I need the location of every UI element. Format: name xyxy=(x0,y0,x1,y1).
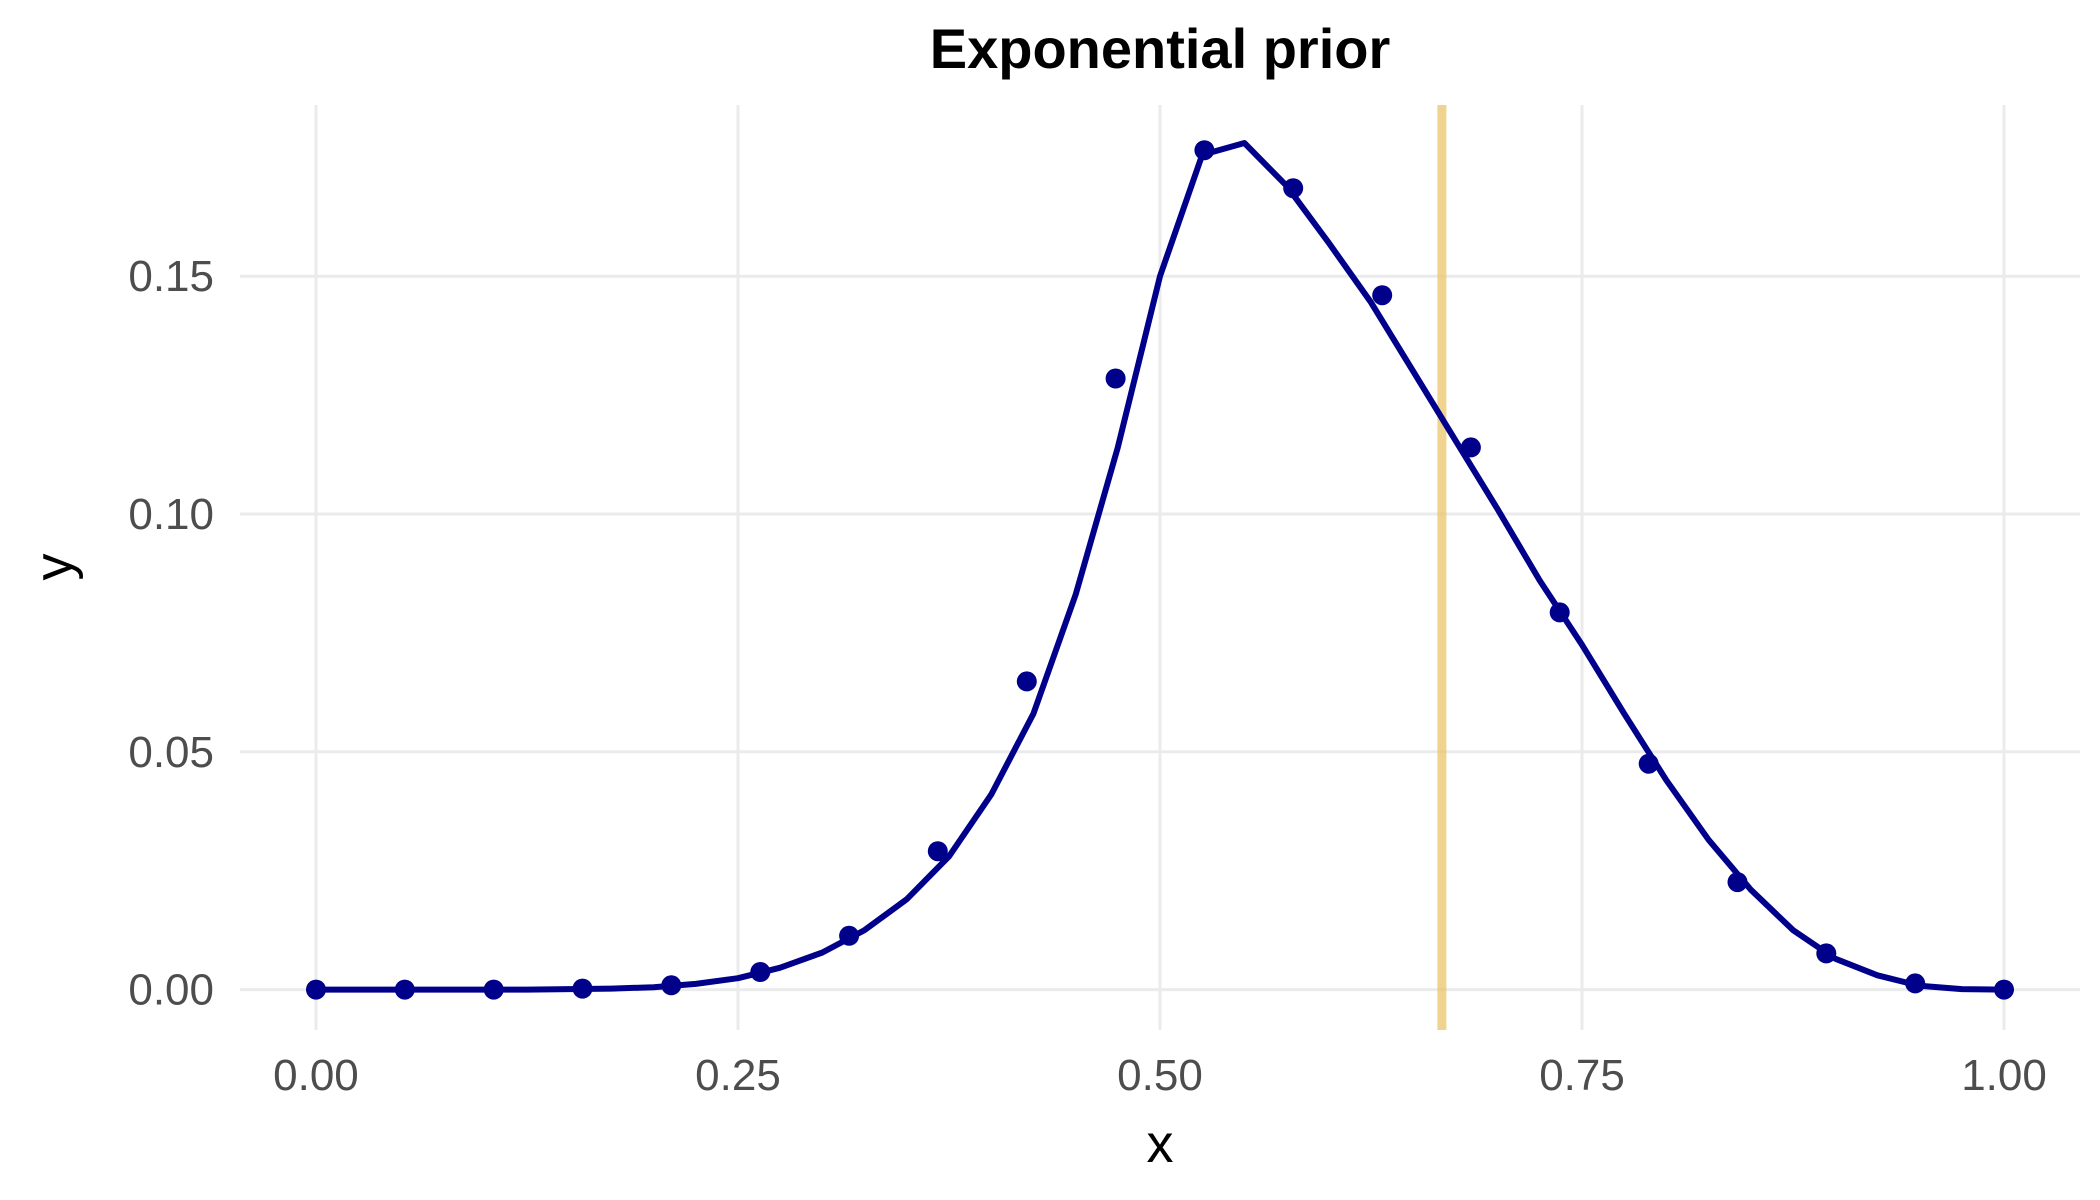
series-line xyxy=(313,140,2007,993)
data-point xyxy=(661,975,682,996)
data-point xyxy=(1816,943,1837,964)
data-point xyxy=(572,978,593,999)
x-tick-label: 0.50 xyxy=(1117,1051,1203,1100)
data-point xyxy=(1105,368,1126,389)
x-tick-label: 0.75 xyxy=(1539,1051,1625,1100)
data-point xyxy=(1549,602,1570,623)
y-axis-title: y xyxy=(24,554,84,581)
x-tick-label: 1.00 xyxy=(1961,1051,2047,1100)
data-point xyxy=(1994,979,2014,1000)
data-point xyxy=(1460,437,1481,458)
data-point xyxy=(839,925,860,946)
data-point xyxy=(750,962,771,982)
data-point xyxy=(483,979,504,1000)
x-tick-label: 0.25 xyxy=(695,1051,781,1100)
y-tick-label: 0.05 xyxy=(128,728,214,777)
x-tick-label: 0.00 xyxy=(273,1051,359,1100)
gridlines xyxy=(240,105,2080,1030)
data-point xyxy=(1727,872,1748,893)
data-point xyxy=(927,841,948,862)
y-tick-label: 0.00 xyxy=(128,966,214,1015)
y-tick-label: 0.15 xyxy=(128,252,214,301)
data-point xyxy=(1194,140,1215,161)
series-layer xyxy=(306,140,2014,1000)
chart-title: Exponential prior xyxy=(930,17,1391,80)
data-point xyxy=(306,979,326,1000)
data-point xyxy=(1638,753,1659,774)
y-axis-tick-labels: 0.00 0.05 0.10 0.15 xyxy=(128,252,214,1014)
data-point xyxy=(1372,285,1393,306)
x-axis-title: x xyxy=(1147,1114,1174,1174)
data-point xyxy=(394,979,415,1000)
data-point xyxy=(1016,671,1037,692)
data-point xyxy=(1905,973,1926,994)
y-tick-label: 0.10 xyxy=(128,490,214,539)
data-point xyxy=(1283,178,1304,199)
x-axis-tick-labels: 0.00 0.25 0.50 0.75 1.00 xyxy=(273,1051,2047,1100)
